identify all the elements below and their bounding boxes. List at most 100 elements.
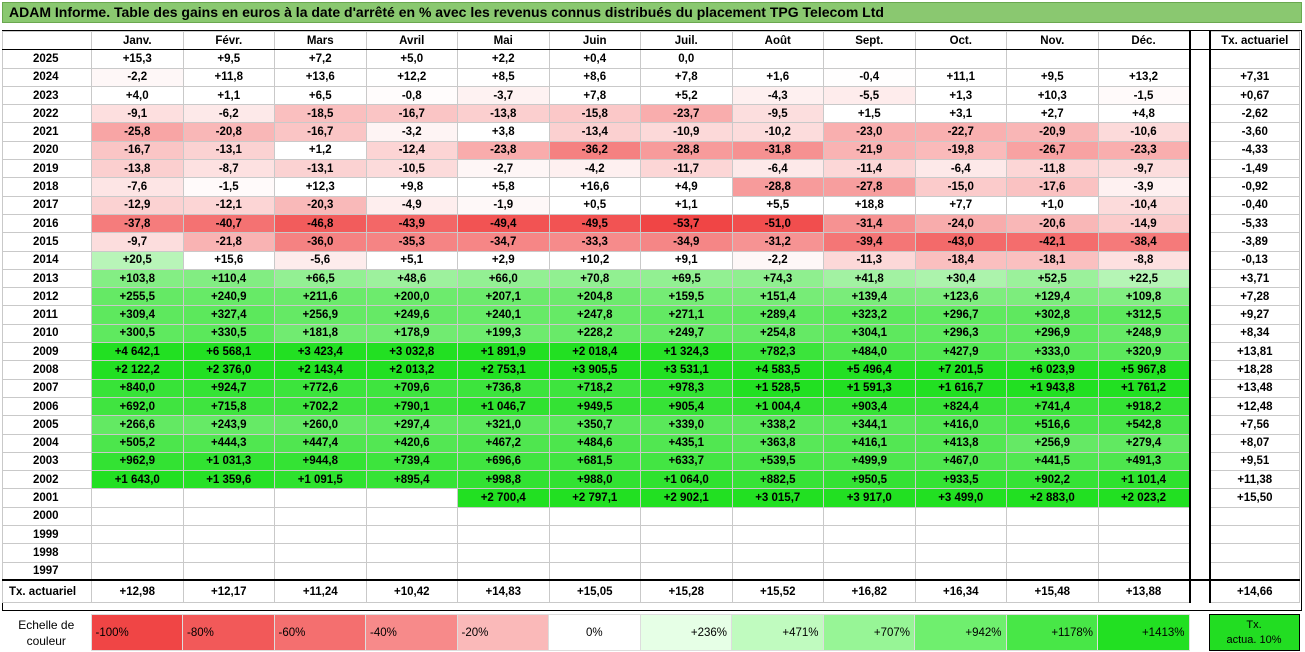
scale-swatch: +1178%: [1005, 614, 1098, 651]
value-cell: [548, 543, 641, 563]
value-cell: +70,8: [548, 268, 641, 289]
year-label: 2009: [2, 342, 92, 362]
value-cell: +491,3: [1097, 451, 1190, 472]
value-cell: -36,2: [548, 140, 641, 161]
value-cell: [182, 506, 275, 527]
table-row: 2022 -9,1 -6,2 -18,5 -16,7 -13,8 -15,8 -23,7 -9,…: [2, 104, 1300, 124]
column-gap: [1188, 543, 1211, 563]
tx-cell: +7,56: [1209, 415, 1300, 435]
value-cell: +5,8: [457, 177, 550, 197]
gains-table: Janv. Févr. Mars Avril Mai Juin Juil. Août Sept.…: [2, 30, 1300, 603]
value-cell: +772,6: [274, 378, 367, 398]
value-cell: +1 616,7: [914, 378, 1007, 398]
column-gap: [1188, 68, 1211, 87]
year-label: 2005: [2, 415, 92, 435]
value-cell: -13,8: [457, 104, 550, 124]
value-cell: +15,3: [91, 49, 184, 69]
column-gap: [1188, 452, 1211, 471]
value-cell: -5,5: [823, 85, 916, 106]
value-cell: +339,0: [640, 415, 733, 435]
value-cell: +66,0: [457, 268, 550, 289]
tx-cell: +8,07: [1209, 433, 1300, 453]
value-cell: -3,7: [457, 85, 550, 106]
value-cell: -53,7: [640, 213, 733, 234]
month-header: Août: [731, 30, 824, 51]
value-cell: +151,4: [731, 287, 824, 307]
value-cell: -10,6: [1097, 122, 1190, 142]
value-cell: -2,2: [91, 67, 184, 87]
column-gap: [1188, 415, 1211, 435]
table-row: 2005 +266,6 +243,9 +260,0 +297,4 +321,0 +350,7…: [2, 415, 1300, 435]
table-row: 2012 +255,5 +240,9 +211,6 +200,0 +207,1 +204,8…: [2, 287, 1300, 307]
year-label: 2013: [2, 268, 92, 289]
value-cell: -15,8: [548, 104, 641, 124]
value-cell: [1097, 525, 1190, 545]
value-cell: [914, 561, 1007, 581]
value-cell: +5,1: [365, 250, 458, 270]
value-cell: [640, 525, 733, 545]
year-label: 2022: [2, 104, 92, 124]
scale-tx-line2: actua. 10%: [1226, 633, 1282, 646]
tx-cell: [1209, 561, 1300, 581]
value-cell: +9,8: [365, 177, 458, 197]
value-cell: +1 643,0: [91, 470, 184, 490]
year-label: 2012: [2, 287, 92, 307]
value-cell: +933,5: [914, 470, 1007, 490]
value-cell: [914, 49, 1007, 69]
value-cell: [640, 506, 733, 527]
column-gap: [1188, 287, 1211, 306]
value-cell: -11,8: [1006, 159, 1099, 179]
value-cell: [91, 525, 184, 545]
value-cell: +2,7: [1006, 104, 1099, 124]
table-row: 2019 -13,8 -8,7 -13,1 -10,5 -2,7 -4,2 -11,7 -6,4…: [2, 159, 1300, 179]
value-cell: -10,2: [731, 122, 824, 142]
value-cell: +289,4: [731, 305, 824, 325]
year-label: 1997: [2, 561, 92, 581]
tx-cell: -3,89: [1209, 232, 1300, 252]
column-gap: [1188, 49, 1211, 69]
value-cell: +702,2: [274, 396, 367, 417]
value-cell: +2 700,4: [457, 488, 550, 508]
value-cell: [548, 506, 641, 527]
table-row: 1997: [2, 561, 1300, 581]
table-row: 2009 +4 642,1 +6 568,1 +3 423,4 +3 032,8 +1 8…: [2, 342, 1300, 362]
value-cell: [731, 561, 824, 581]
value-cell: +296,3: [914, 323, 1007, 344]
value-cell: [731, 49, 824, 69]
value-cell: +709,6: [365, 378, 458, 398]
value-cell: -9,7: [1097, 159, 1190, 179]
value-cell: [914, 506, 1007, 527]
value-cell: +304,1: [823, 323, 916, 344]
value-cell: -11,4: [823, 159, 916, 179]
value-cell: +1,1: [640, 195, 733, 215]
year-label: 2000: [2, 506, 92, 527]
value-cell: +427,9: [914, 342, 1007, 362]
value-cell: +199,3: [457, 323, 550, 344]
column-gap: [1188, 251, 1211, 270]
value-cell: -11,3: [823, 250, 916, 270]
value-cell: +323,2: [823, 305, 916, 325]
value-cell: +2 018,4: [548, 342, 641, 362]
value-cell: -10,9: [640, 122, 733, 142]
value-cell: -10,4: [1097, 195, 1190, 215]
value-cell: -20,9: [1006, 122, 1099, 142]
value-cell: +962,9: [91, 451, 184, 472]
value-cell: +467,0: [914, 451, 1007, 472]
value-cell: +3 423,4: [274, 342, 367, 362]
tx-cell: +13,81: [1209, 342, 1300, 362]
year-label: 2011: [2, 305, 92, 325]
value-cell: +1 091,5: [274, 470, 367, 490]
table-row: 2024 -2,2 +11,8 +13,6 +12,2 +8,5 +8,6 +7,8 +1,6-…: [2, 67, 1300, 87]
value-cell: [365, 543, 458, 563]
value-cell: +13,6: [274, 67, 367, 87]
value-cell: -0,8: [365, 85, 458, 106]
tx-cell: +15,50: [1209, 488, 1300, 508]
value-cell: +2 376,0: [182, 360, 275, 380]
value-cell: +2,2: [457, 49, 550, 69]
table-row: 2014 +20,5 +15,6 -5,6 +5,1 +2,9 +10,2 +9,1 -2,2-…: [2, 250, 1300, 270]
value-cell: +7,8: [640, 67, 733, 87]
value-cell: [365, 488, 458, 508]
value-cell: +74,3: [731, 268, 824, 289]
value-cell: +330,5: [182, 323, 275, 344]
value-cell: +3 015,7: [731, 488, 824, 508]
